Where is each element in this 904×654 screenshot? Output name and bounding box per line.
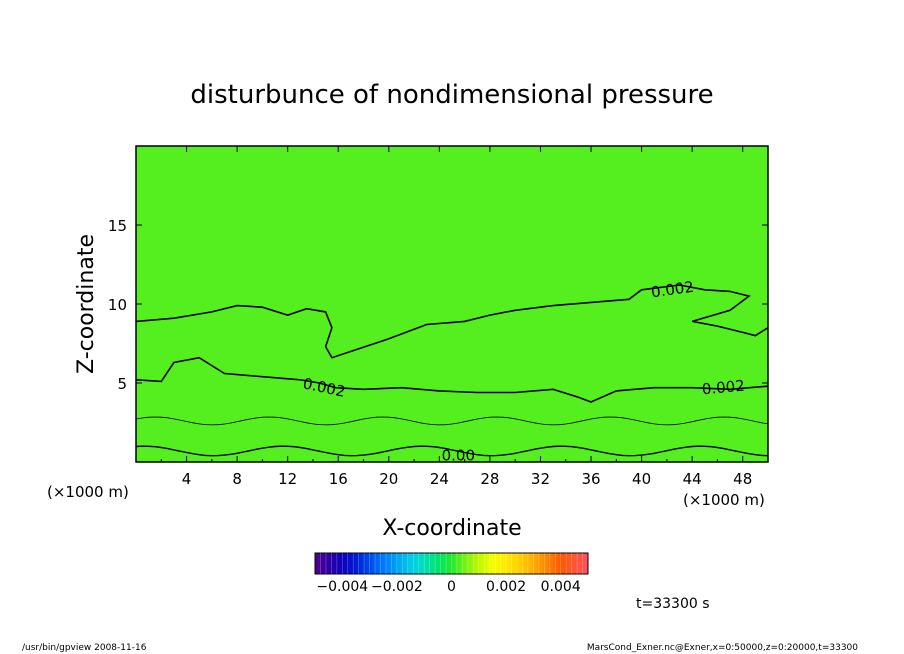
- colorbar-tick-label: 0: [447, 579, 456, 595]
- colorbar-tick-label: 0.004: [541, 579, 581, 595]
- footer-right: MarsCond_Exner.nc@Exner,x=0:50000,z=0:20…: [587, 643, 858, 653]
- x-tick-label: 40: [632, 470, 651, 488]
- x-axis-label: X-coordinate: [382, 516, 521, 541]
- colorbar-tick-label: 0.002: [486, 579, 526, 595]
- x-unit-left: (×1000 m): [47, 483, 129, 501]
- footer-left: /usr/bin/gpview 2008-11-16: [22, 643, 147, 653]
- x-axis-ticks: 4 8 12 16 20 24 28 32 36 40 44 48: [160, 146, 752, 488]
- x-tick-label: 44: [683, 470, 702, 488]
- contour-line-thin: [136, 416, 768, 426]
- colorbar-ticks: −0.004 −0.002 0 0.002 0.004: [316, 579, 580, 595]
- contour-line-upper: [136, 284, 768, 359]
- x-tick-label: 24: [430, 470, 449, 488]
- x-tick-label: 16: [329, 470, 348, 488]
- y-axis-ticks: 5 10 15: [108, 217, 768, 393]
- x-tick-label: 48: [733, 470, 752, 488]
- contour-line-lower: [136, 356, 768, 403]
- colorbar-tick-label: −0.002: [371, 579, 423, 595]
- colorbar-scale: [314, 552, 589, 575]
- contour-label: 0.00: [442, 446, 475, 464]
- contour-label: 0.002: [701, 377, 745, 399]
- y-tick-label: 5: [117, 375, 127, 393]
- x-unit-right: (×1000 m): [683, 491, 765, 509]
- y-axis-label: Z-coordinate: [74, 234, 99, 374]
- x-tick-label: 4: [182, 470, 192, 488]
- x-tick-label: 32: [531, 470, 550, 488]
- colorbar-cells: [320, 553, 583, 574]
- x-tick-label: 12: [278, 470, 297, 488]
- contour-line-bottom: [136, 445, 768, 457]
- colorbar: −0.004 −0.002 0 0.002 0.004: [314, 552, 589, 595]
- y-tick-label: 15: [108, 217, 127, 235]
- x-tick-label: 8: [232, 470, 242, 488]
- x-tick-label: 28: [480, 470, 499, 488]
- contour-label: 0.002: [650, 278, 695, 302]
- x-tick-label: 36: [581, 470, 600, 488]
- chart-title: disturbunce of nondimensional pressure: [190, 80, 713, 110]
- field-heatmap: [136, 146, 768, 462]
- time-label: t=33300 s: [636, 596, 710, 612]
- x-tick-label: 20: [379, 470, 398, 488]
- colorbar-tick-label: −0.004: [316, 579, 368, 595]
- y-tick-label: 10: [108, 296, 127, 314]
